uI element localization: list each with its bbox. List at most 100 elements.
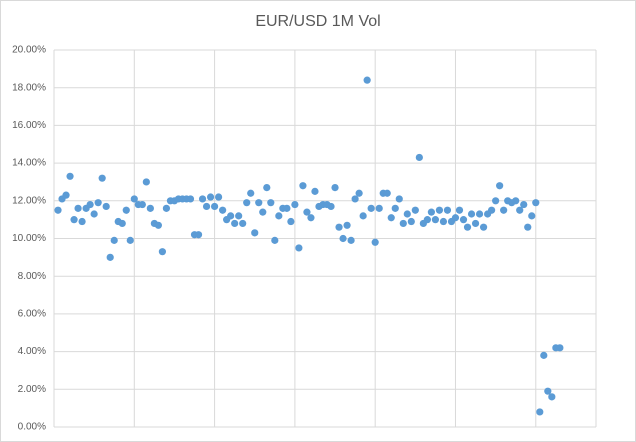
point <box>251 229 259 237</box>
point <box>142 178 150 186</box>
y-tick-label: 6.00% <box>18 309 46 320</box>
point <box>62 191 70 199</box>
y-tick-label: 2.00% <box>18 384 46 395</box>
point <box>387 214 395 222</box>
point <box>451 214 460 222</box>
point <box>492 197 500 205</box>
point <box>435 206 444 214</box>
point <box>299 182 307 190</box>
point <box>194 231 203 239</box>
point <box>359 212 367 220</box>
point <box>271 236 279 244</box>
point <box>263 184 271 192</box>
point <box>423 216 431 224</box>
point <box>70 216 78 224</box>
y-tick-label: 4.00% <box>18 346 46 357</box>
point <box>411 206 419 214</box>
point <box>162 204 171 212</box>
point <box>540 351 548 359</box>
point <box>471 219 480 228</box>
point <box>78 217 86 226</box>
y-tick-label: 14.00% <box>12 158 46 169</box>
y-tick-label: 20.00% <box>12 45 46 56</box>
point <box>110 236 118 244</box>
point <box>459 216 468 224</box>
point <box>138 200 146 209</box>
point <box>158 248 166 256</box>
point <box>303 208 311 216</box>
point <box>106 253 114 261</box>
point <box>215 193 223 201</box>
y-tick-label: 8.00% <box>18 271 46 282</box>
point <box>443 206 452 214</box>
point <box>287 217 295 226</box>
point <box>66 172 74 180</box>
point <box>94 199 102 207</box>
point <box>146 204 154 212</box>
point <box>247 189 255 197</box>
point <box>395 195 403 203</box>
point <box>455 206 464 214</box>
point <box>98 174 106 182</box>
point <box>259 208 267 216</box>
point <box>516 206 524 214</box>
point <box>528 212 536 220</box>
point <box>311 187 319 195</box>
point <box>403 210 411 218</box>
point <box>126 236 134 244</box>
point <box>347 236 355 244</box>
point <box>355 189 363 197</box>
point <box>307 214 315 222</box>
y-tick-label: 18.00% <box>12 82 46 93</box>
point <box>520 200 528 209</box>
point <box>130 195 138 203</box>
y-tick-label: 0.00% <box>18 422 46 433</box>
point <box>267 199 275 207</box>
point <box>335 223 343 231</box>
point <box>512 197 520 205</box>
point <box>186 195 195 203</box>
point <box>154 221 162 229</box>
point <box>375 204 383 212</box>
point <box>255 199 263 207</box>
point <box>367 204 375 212</box>
point <box>536 408 544 416</box>
point <box>327 202 335 211</box>
point <box>90 210 98 218</box>
point <box>407 217 415 226</box>
point <box>118 219 126 228</box>
point <box>479 223 488 231</box>
point <box>275 212 283 220</box>
point <box>331 184 339 192</box>
point <box>548 393 556 401</box>
point <box>467 210 476 218</box>
point <box>556 344 564 352</box>
point <box>463 223 472 231</box>
point <box>102 202 110 211</box>
point <box>291 200 299 209</box>
point <box>363 76 371 84</box>
point <box>295 244 303 252</box>
point <box>86 200 94 209</box>
point <box>202 202 211 211</box>
point <box>235 212 243 220</box>
point <box>399 219 407 228</box>
point <box>122 206 130 214</box>
point <box>343 221 351 229</box>
point <box>210 202 219 211</box>
point <box>544 387 552 395</box>
y-tick-label: 12.00% <box>12 195 46 206</box>
point <box>371 238 379 246</box>
point <box>532 199 540 207</box>
point <box>219 206 227 214</box>
point <box>74 204 82 212</box>
point <box>54 206 62 214</box>
y-tick-label: 10.00% <box>12 233 46 244</box>
point <box>239 219 247 228</box>
chart-title: EUR/USD 1M Vol <box>255 13 380 30</box>
point <box>231 219 239 228</box>
point <box>431 216 440 224</box>
point <box>206 193 215 201</box>
point <box>227 212 235 220</box>
